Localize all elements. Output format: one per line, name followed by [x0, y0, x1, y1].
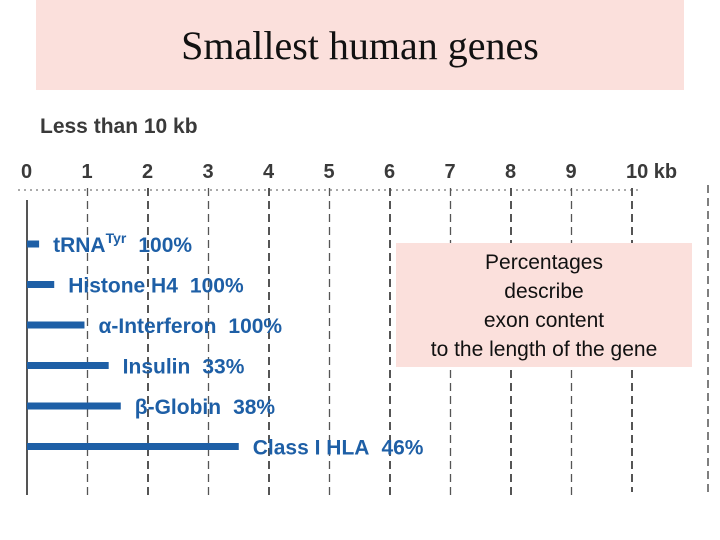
gene-name: -Interferon	[111, 315, 216, 338]
x-tick-label: 0	[21, 161, 32, 183]
gene-bar	[27, 443, 239, 450]
note-line: Percentages	[485, 251, 603, 274]
note-line: to the length of the gene	[430, 338, 658, 361]
gene-name: tRNA	[53, 234, 106, 257]
gene-percent: 100%	[138, 234, 192, 257]
gene-name: Histone H4	[68, 275, 178, 298]
slide-title: Smallest human genes	[181, 23, 539, 68]
x-tick-label: 6	[384, 161, 395, 183]
x-tick-label: 3	[203, 161, 214, 183]
gene-bar	[27, 402, 121, 410]
gene-name: Class I HLA	[253, 437, 370, 460]
chart-subtitle: Less than 10 kb	[40, 115, 198, 138]
gene-label: Class I HLA 46%	[253, 437, 424, 460]
x-tick-label: 9	[566, 161, 577, 183]
gene-bar	[27, 240, 40, 248]
x-tick-label: 7	[445, 161, 456, 183]
gene-percent: 38%	[233, 396, 275, 419]
x-tick-label: 4	[263, 161, 275, 183]
gene-labels: tRNATyr 100% Histone H4 100% α-Interferon 100…	[53, 230, 424, 460]
gene-percent: 46%	[381, 437, 423, 460]
gene-label: α-Interferon 100%	[98, 315, 282, 338]
gene-bar	[27, 362, 109, 369]
x-tick-label: 2	[142, 161, 153, 183]
gene-superscript: Tyr	[106, 230, 127, 246]
gene-name: -Globin	[148, 396, 221, 419]
note-line: exon content	[483, 309, 605, 332]
gene-bar	[27, 321, 85, 329]
gene-name: Insulin	[123, 356, 191, 379]
gene-label: tRNATyr 100%	[53, 230, 192, 257]
x-tick-label: 5	[324, 161, 335, 183]
x-tick-labels: 0 1 2 3 4 5 6 7 8 9 10 kb	[21, 161, 677, 183]
gene-percent: 100%	[190, 275, 244, 298]
x-tick-label: 10 kb	[626, 161, 677, 183]
title-band: Smallest human genes	[36, 0, 684, 90]
gene-bar	[27, 281, 55, 288]
gene-bars	[27, 240, 239, 450]
note-line: describe	[504, 280, 584, 303]
gene-percent: 100%	[228, 315, 282, 338]
gene-label: Histone H4 100%	[68, 275, 244, 298]
gene-label: β-Globin 38%	[135, 396, 276, 419]
x-tick-label: 1	[82, 161, 93, 183]
gene-prefix: β	[135, 396, 148, 419]
gene-label: Insulin 33%	[123, 356, 245, 379]
x-tick-label: 8	[505, 161, 516, 183]
gene-percent: 33%	[202, 356, 244, 379]
gene-prefix: α	[98, 315, 111, 338]
note-box: Percentages describe exon content to the…	[396, 243, 692, 367]
